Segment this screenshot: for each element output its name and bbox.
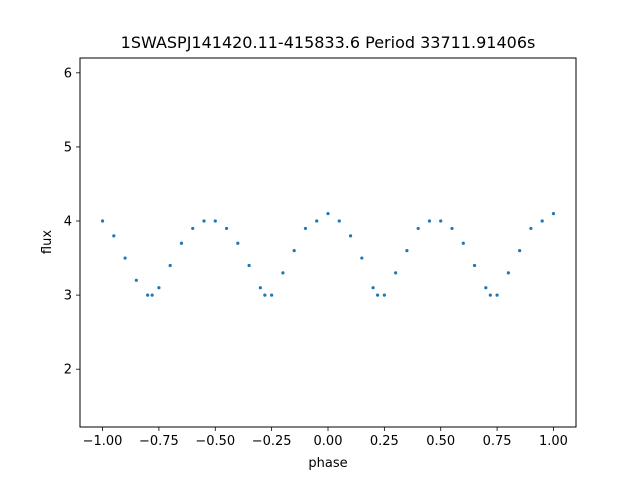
x-tick-label: 1.00	[539, 434, 568, 449]
data-point	[506, 271, 510, 275]
data-point	[472, 263, 477, 268]
data-point	[258, 286, 262, 290]
data-point	[315, 219, 319, 223]
data-point	[247, 263, 251, 268]
data-point	[376, 293, 380, 297]
x-axis-ticks: −1.00 −0.75 −0.50 −0.25 0.00 0.25 0.50 0.75 1.00	[83, 427, 568, 449]
data-point	[292, 249, 296, 253]
data-point	[150, 293, 154, 297]
data-point	[382, 293, 386, 297]
data-point	[551, 212, 556, 216]
data-point	[371, 286, 375, 290]
plot-area-frame	[79, 57, 577, 428]
y-tick-label: 5	[64, 140, 72, 155]
x-tick-label: 0.50	[426, 434, 455, 449]
data-point	[112, 234, 116, 238]
x-tick-label: −0.75	[139, 434, 179, 449]
y-tick-label: 3	[64, 289, 72, 304]
data-point	[348, 234, 353, 238]
x-tick-label: −0.50	[195, 434, 235, 449]
x-tick-label: −1.00	[83, 434, 123, 449]
data-point	[191, 226, 195, 231]
data-point	[488, 293, 492, 297]
x-tick-label: −0.25	[252, 434, 292, 449]
data-point	[394, 271, 398, 275]
data-point	[360, 256, 364, 260]
y-tick-label: 6	[64, 66, 72, 81]
data-point	[236, 241, 240, 245]
data-point	[540, 219, 544, 223]
y-axis-ticks: 2 3 4 5 6	[64, 66, 80, 378]
chart-title: 1SWASPJ141420.11-415833.6 Period 33711.9…	[121, 33, 536, 52]
y-axis-label: flux	[40, 230, 55, 254]
data-point	[427, 219, 432, 223]
data-point	[529, 226, 533, 231]
data-point	[213, 219, 217, 223]
data-point	[518, 249, 522, 253]
data-point	[202, 219, 206, 223]
data-point	[168, 263, 172, 268]
x-tick-label: 0.00	[314, 434, 343, 449]
x-tick-label: 0.25	[370, 434, 399, 449]
data-point	[337, 219, 341, 223]
data-point	[439, 219, 443, 223]
data-point	[495, 293, 499, 297]
x-tick-label: 0.75	[483, 434, 512, 449]
data-point	[224, 226, 229, 231]
y-tick-label: 4	[64, 215, 72, 230]
data-point	[146, 293, 150, 297]
data-point	[281, 271, 285, 275]
data-point	[405, 249, 409, 253]
data-point	[461, 241, 465, 245]
data-point	[157, 286, 161, 290]
data-point	[263, 293, 267, 297]
y-tick-label: 2	[64, 363, 72, 378]
data-points	[100, 212, 556, 297]
data-point	[326, 212, 330, 216]
data-point	[100, 219, 105, 223]
data-point	[303, 226, 308, 231]
data-point	[270, 293, 274, 297]
data-point	[179, 241, 184, 245]
data-point	[416, 226, 420, 231]
data-point	[123, 256, 127, 260]
data-point	[134, 278, 138, 282]
x-axis-label: phase	[308, 456, 347, 471]
data-point	[450, 226, 454, 231]
data-point	[484, 286, 488, 290]
